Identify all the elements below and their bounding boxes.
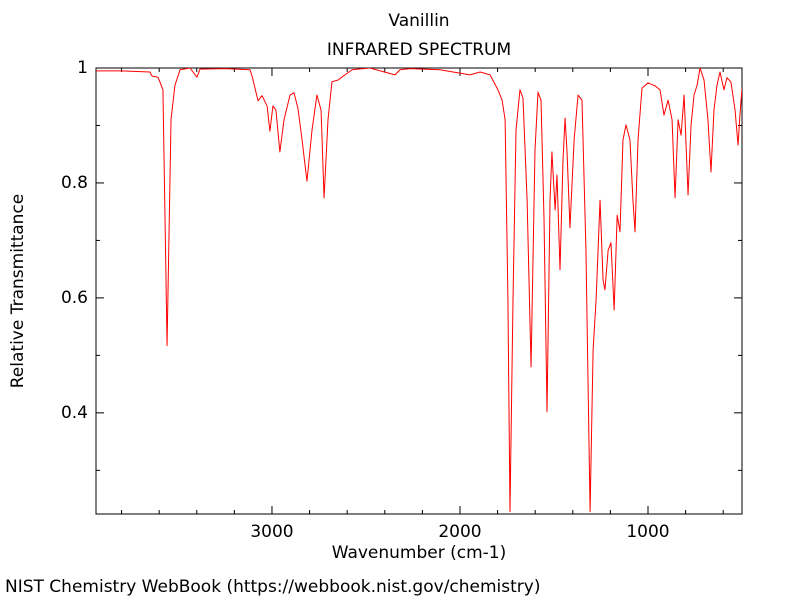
chart-subtitle: INFRARED SPECTRUM — [327, 40, 511, 60]
plot-area — [96, 68, 742, 513]
x-axis-label: Wavenumber (cm-1) — [332, 543, 507, 563]
plot-frame — [95, 67, 743, 515]
x-tick-label: 2000 — [438, 522, 481, 542]
y-tick-label: 1 — [77, 58, 88, 78]
source-note: NIST Chemistry WebBook (https://webbook.… — [5, 577, 540, 597]
chart-title: Vanillin — [388, 11, 449, 31]
x-tick-label: 1000 — [626, 522, 669, 542]
y-tick-label: 0.4 — [61, 403, 88, 423]
y-tick-label: 0.6 — [61, 288, 88, 308]
y-axis-label: Relative Transmittance — [8, 194, 28, 389]
y-tick-label: 0.8 — [61, 173, 88, 193]
x-tick-label: 3000 — [250, 522, 293, 542]
spectrum-line — [96, 68, 742, 513]
